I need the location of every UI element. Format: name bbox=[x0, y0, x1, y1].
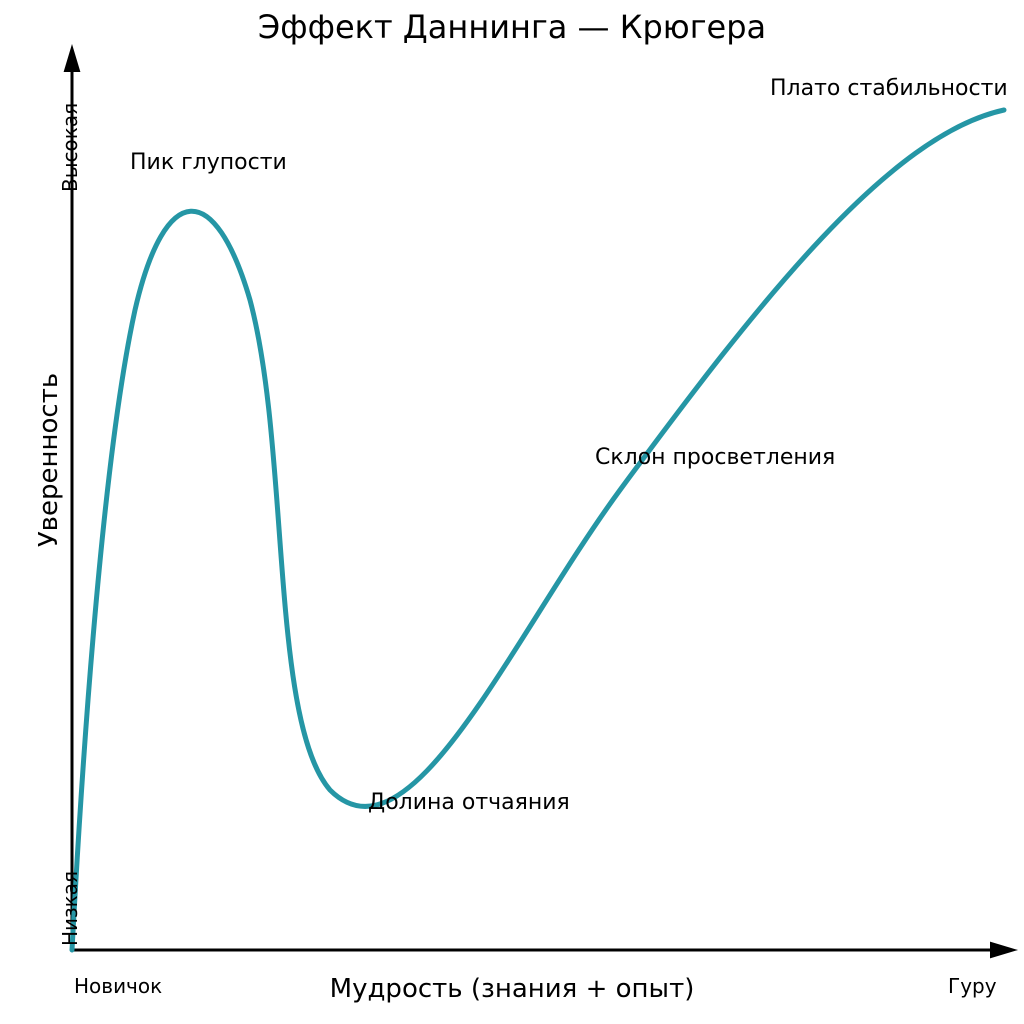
y-tick-low: Низкая bbox=[58, 871, 82, 946]
annotation-valley: Долина отчаяния bbox=[368, 790, 570, 815]
y-tick-high: Высокая bbox=[58, 103, 82, 192]
y-axis-label: Уверенность bbox=[34, 310, 64, 610]
x-tick-end: Гуру bbox=[948, 974, 997, 998]
x-tick-start: Новичок bbox=[74, 974, 162, 998]
chart-stage: Эффект Даннинга — Крюгера Мудрость (знан… bbox=[0, 0, 1024, 1024]
annotation-slope: Склон просветления bbox=[595, 445, 835, 470]
x-axis-label: Мудрость (знания + опыт) bbox=[262, 974, 762, 1004]
annotation-peak: Пик глупости bbox=[130, 150, 287, 175]
chart-title: Эффект Даннинга — Крюгера bbox=[0, 8, 1024, 46]
annotation-plateau: Плато стабильности bbox=[770, 76, 1008, 101]
